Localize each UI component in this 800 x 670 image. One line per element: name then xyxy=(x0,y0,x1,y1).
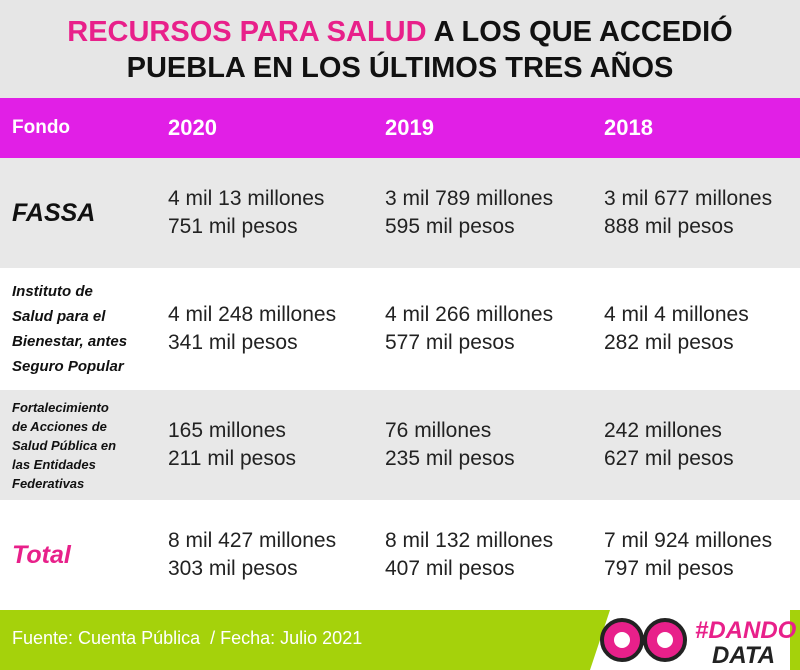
header-row: Fondo 2020 2019 2018 xyxy=(0,98,800,158)
table-row: FASSA 4 mil 13 millones 751 mil pesos 3 mil… xyxy=(0,158,800,268)
source: Fuente: Cuenta Pública / Fecha: Julio 20… xyxy=(12,628,363,648)
title-highlight: RECURSOS PARA SALUD xyxy=(67,16,427,48)
title-text: A LOS QUE ACCEDIÓ xyxy=(433,16,733,48)
cell-line: 3 mil 789 millones xyxy=(385,187,554,210)
cell-line: 282 mil pesos xyxy=(604,331,734,354)
logo-text: DATA xyxy=(712,642,775,669)
cell-line: 4 mil 266 millones xyxy=(385,303,554,326)
cell-line: 76 millones xyxy=(385,419,492,442)
column-header: 2020 xyxy=(168,115,217,140)
cell-line: 303 mil pesos xyxy=(168,557,298,580)
cell-line: 8 mil 427 millones xyxy=(168,529,337,552)
row-label-line: las Entidades xyxy=(12,456,96,472)
row-label: Instituto de Salud para el Bienestar, ante… xyxy=(12,268,152,390)
row-label-line: FASSA xyxy=(12,199,96,227)
row-label-line: Salud Pública en xyxy=(12,437,117,453)
title-text: PUEBLA EN LOS ÚLTIMOS TRES AÑOS xyxy=(126,52,674,84)
cell-line: 751 mil pesos xyxy=(168,215,298,238)
cell-line: 4 mil 13 millones xyxy=(168,187,325,210)
cell-line: 4 mil 248 millones xyxy=(168,303,337,326)
row-label-line: de Acciones de xyxy=(12,418,107,434)
column-header: Fondo xyxy=(12,117,71,138)
cell-line: 165 millones xyxy=(168,419,286,442)
table-cell: 165 millones 211 mil pesos xyxy=(168,417,296,473)
table-cell: 242 millones 627 mil pesos xyxy=(604,417,734,473)
row-label-line: Salud para el xyxy=(12,308,106,325)
table-cell: 4 mil 4 millones 282 mil pesos xyxy=(604,301,749,357)
row-label-line: Instituto de xyxy=(12,283,93,300)
logo: #DANDO DATA xyxy=(590,610,797,670)
column-header: 2019 xyxy=(385,115,434,140)
cell-line: 407 mil pesos xyxy=(385,557,515,580)
cell-line: 8 mil 132 millones xyxy=(385,529,554,552)
table-cell: 4 mil 13 millones 751 mil pesos xyxy=(168,185,324,241)
row-label: Fortalecimiento de Acciones de Salud Públi… xyxy=(12,390,152,500)
row-label-line: Federativas xyxy=(12,475,85,491)
table-row: Total 8 mil 427 millones 303 mil pesos 8 mi… xyxy=(0,500,800,610)
row-label-line: Fortalecimiento xyxy=(12,399,109,415)
table-cell: 4 mil 266 millones 577 mil pesos xyxy=(385,301,553,357)
table-cell: 3 mil 789 millones 595 mil pesos xyxy=(385,185,553,241)
cell-line: 888 mil pesos xyxy=(604,215,734,238)
table-cell: 3 mil 677 millones 888 mil pesos xyxy=(604,185,772,241)
cell-line: 797 mil pesos xyxy=(604,557,734,580)
row-label-line: Bienestar, antes xyxy=(12,333,128,350)
column-header: 2018 xyxy=(604,115,653,140)
cell-line: 341 mil pesos xyxy=(168,331,298,354)
row-label: Total xyxy=(12,500,152,610)
cell-line: 7 mil 924 millones xyxy=(604,529,773,552)
title: RECURSOS PARA SALUD A LOS QUE ACCEDIÓ PU… xyxy=(0,0,800,98)
table-cell: 8 mil 132 millones 407 mil pesos xyxy=(385,527,553,583)
table-cell: 7 mil 924 millones 797 mil pesos xyxy=(604,527,772,583)
table-cell: 8 mil 427 millones 303 mil pesos xyxy=(168,527,336,583)
logo-text: #DANDO xyxy=(695,617,797,644)
table-cell: 76 millones 235 mil pesos xyxy=(385,417,515,473)
cell-line: 211 mil pesos xyxy=(168,447,297,470)
footer: Fuente: Cuenta Pública / Fecha: Julio 20… xyxy=(0,610,800,670)
row-label: FASSA xyxy=(12,158,152,268)
cell-line: 4 mil 4 millones xyxy=(604,303,749,326)
row-label-line: Total xyxy=(12,541,71,569)
cell-line: 3 mil 677 millones xyxy=(604,187,773,210)
cell-line: 242 millones xyxy=(604,419,722,442)
cell-line: 577 mil pesos xyxy=(385,331,515,354)
row-label-line: Seguro Popular xyxy=(12,358,124,375)
cell-line: 627 mil pesos xyxy=(604,447,734,470)
table-row: Fortalecimiento de Acciones de Salud Públi… xyxy=(0,390,800,500)
table-cell: 4 mil 248 millones 341 mil pesos xyxy=(168,301,336,357)
table-row: Instituto de Salud para el Bienestar, ante… xyxy=(0,268,800,390)
cell-line: 235 mil pesos xyxy=(385,447,515,470)
cell-line: 595 mil pesos xyxy=(385,215,515,238)
